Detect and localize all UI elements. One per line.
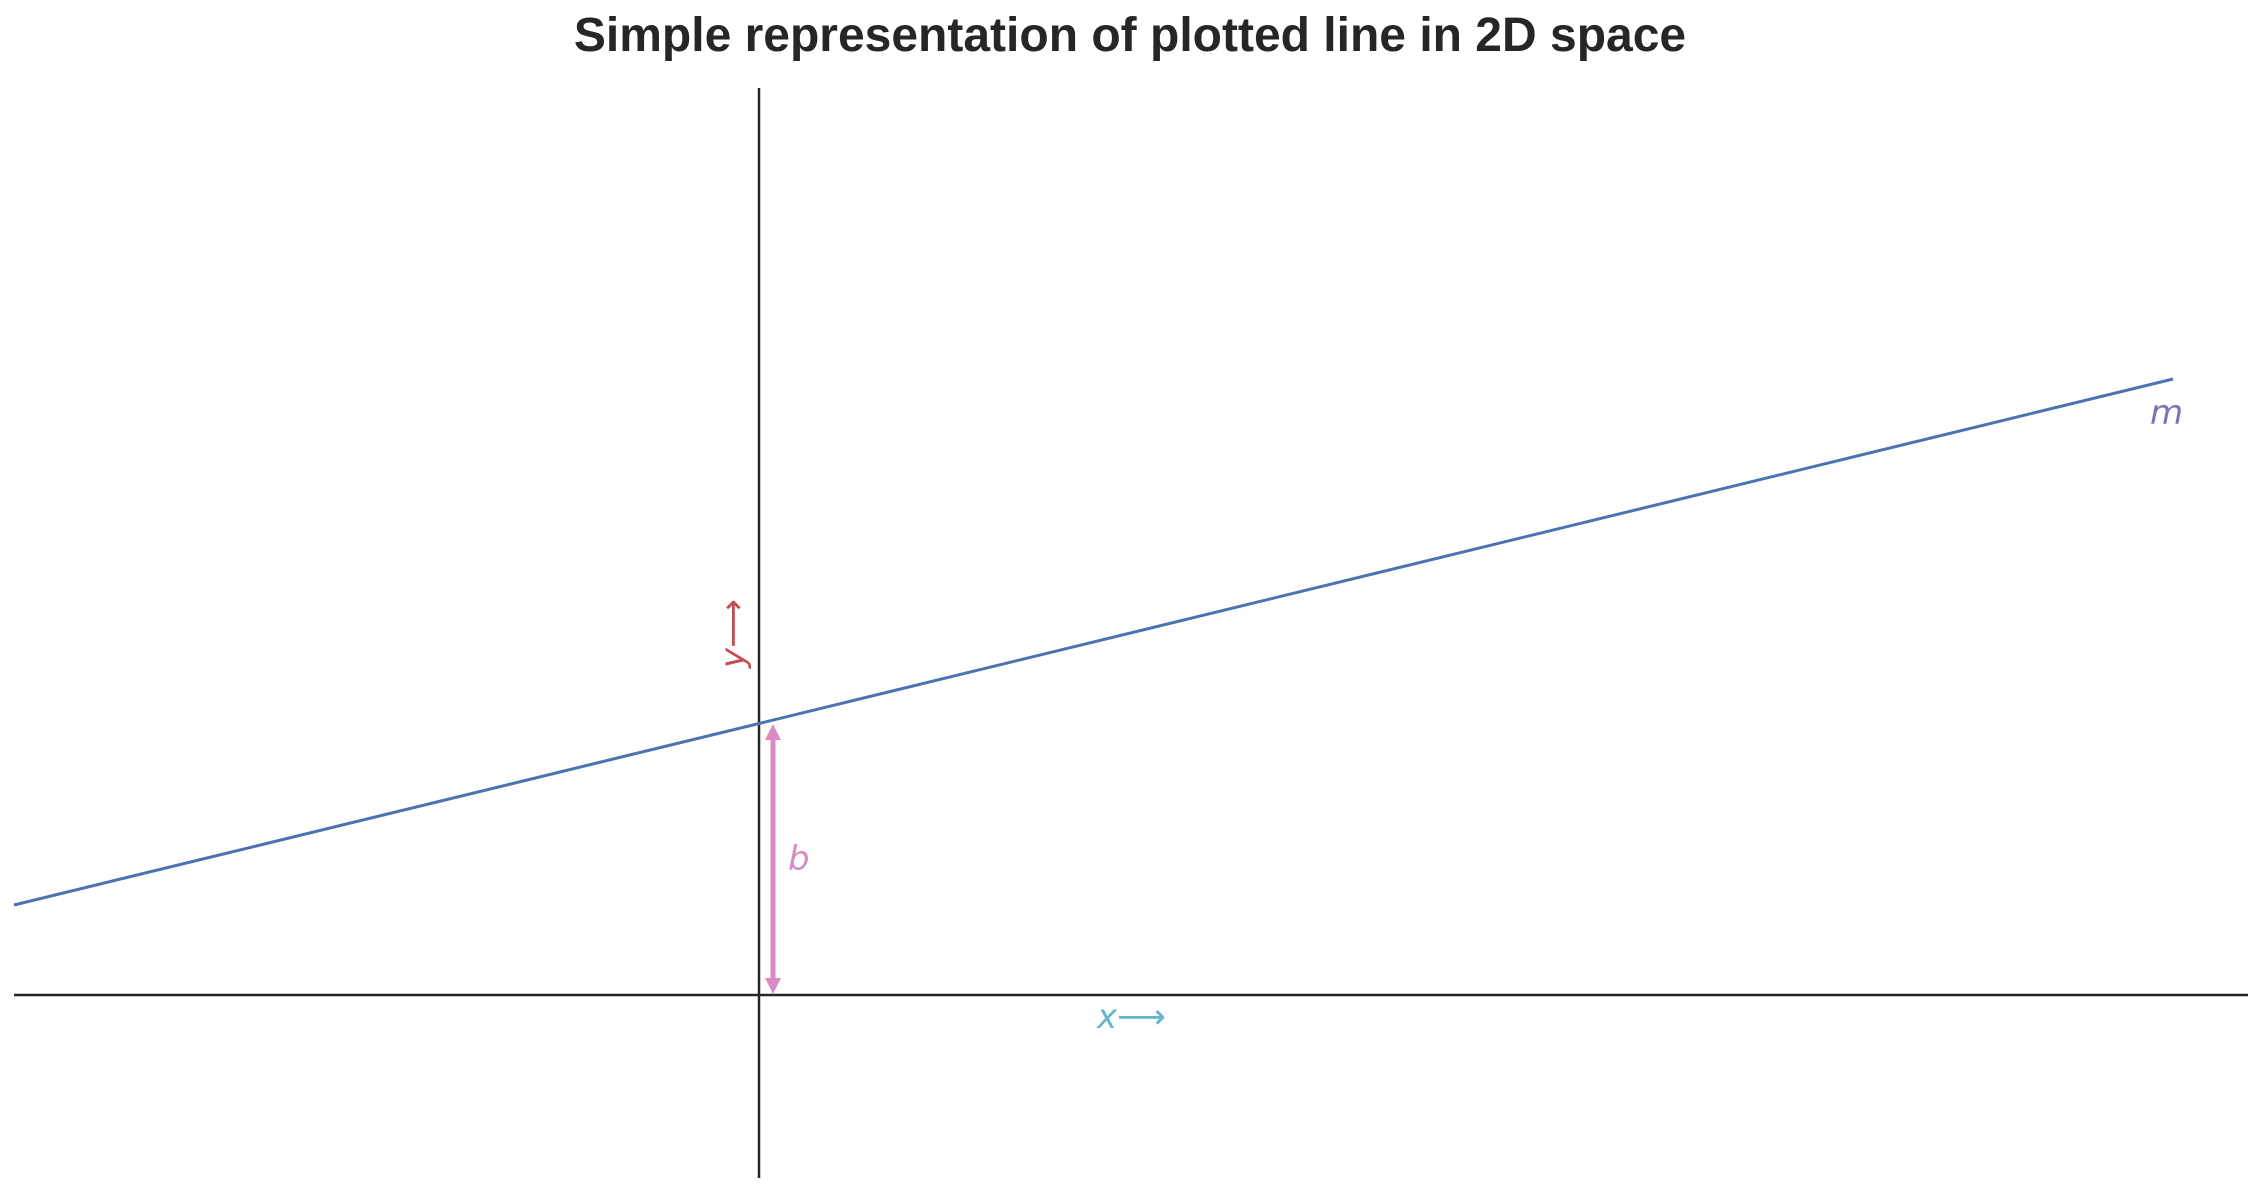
- plotted-line: [13, 377, 2174, 907]
- intercept-label: b: [788, 839, 810, 879]
- y-axis-label: y⟶: [713, 599, 753, 669]
- page-title: Simple representation of plotted line in…: [573, 9, 1687, 62]
- x-axis-label: x⟶: [1096, 997, 1166, 1037]
- slope-label: m: [2150, 393, 2183, 433]
